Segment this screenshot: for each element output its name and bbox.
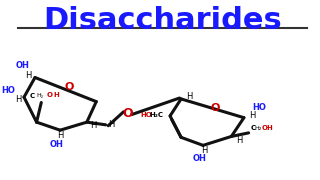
Text: H: H	[91, 121, 97, 130]
Text: Disaccharides: Disaccharides	[43, 6, 282, 35]
Text: H: H	[15, 95, 21, 104]
Text: O: O	[47, 92, 52, 98]
Text: H: H	[58, 131, 64, 140]
Text: O: O	[122, 107, 133, 120]
Text: C: C	[250, 125, 255, 131]
Text: H: H	[36, 93, 41, 98]
Text: H: H	[25, 71, 31, 80]
Text: HO: HO	[140, 112, 152, 118]
Text: C: C	[29, 93, 35, 99]
Text: HO: HO	[1, 86, 15, 94]
Text: H: H	[186, 92, 192, 101]
Text: O: O	[65, 82, 74, 92]
Text: H: H	[108, 120, 115, 129]
Text: HO: HO	[252, 103, 266, 112]
Text: OH: OH	[261, 125, 273, 131]
Text: OH: OH	[16, 61, 30, 70]
Text: OH: OH	[193, 154, 207, 163]
Text: H₂C: H₂C	[150, 112, 164, 118]
Text: H₂: H₂	[254, 126, 261, 131]
Text: H: H	[236, 136, 242, 145]
Text: H: H	[54, 92, 60, 98]
Text: ₂: ₂	[41, 94, 44, 99]
Text: H: H	[202, 146, 208, 155]
Text: H: H	[250, 111, 256, 120]
Text: OH: OH	[50, 140, 64, 149]
Text: O: O	[210, 103, 220, 113]
